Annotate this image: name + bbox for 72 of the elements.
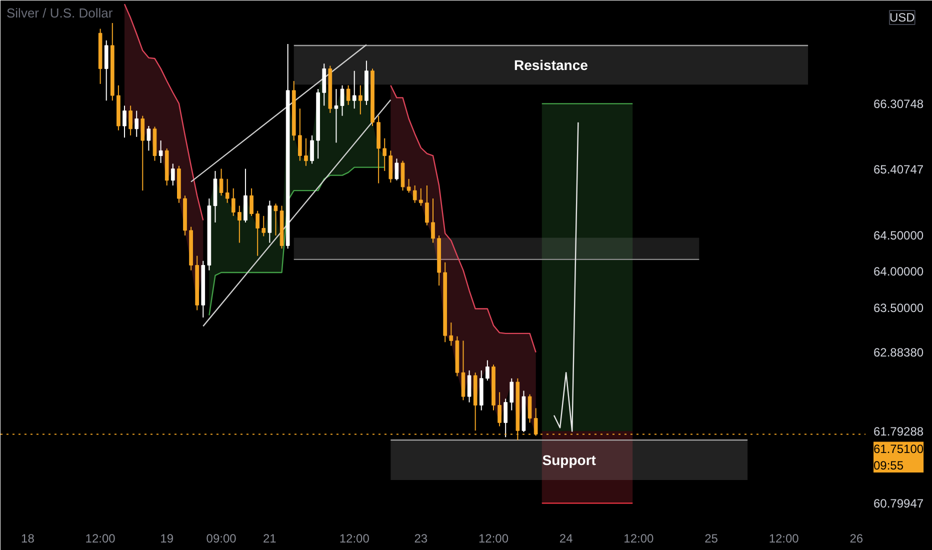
text: USD	[890, 10, 916, 24]
candlestick	[510, 378, 514, 411]
candlestick	[274, 203, 278, 236]
candlestick	[346, 84, 350, 106]
candlestick	[498, 392, 502, 427]
y-tick-label: 65.40747	[874, 162, 924, 176]
candlestick	[134, 110, 139, 138]
candlestick	[418, 188, 423, 206]
line-series	[124, 4, 204, 221]
candlestick	[225, 178, 230, 204]
candlestick	[388, 150, 393, 184]
candlestick	[256, 210, 260, 256]
candlestick	[425, 184, 429, 226]
candlestick	[231, 188, 236, 216]
y-tick-label: 64.00000	[874, 264, 924, 279]
y-tick-label: 63.50000	[874, 300, 924, 315]
x-tick-label: 24	[559, 532, 574, 546]
candlestick	[467, 370, 472, 403]
candlestick	[461, 340, 466, 401]
line-series	[553, 122, 579, 432]
candlestick	[310, 134, 314, 164]
candlestick	[400, 160, 405, 192]
candlestick	[146, 125, 151, 152]
candlestick	[122, 105, 126, 138]
line-series	[208, 166, 386, 316]
candlestick	[170, 163, 175, 186]
candlestick	[238, 205, 242, 244]
candlestick	[304, 138, 308, 166]
candlestick	[528, 394, 532, 424]
candlestick	[298, 108, 302, 162]
y-tick-label: 62.88380	[874, 346, 924, 360]
candlestick	[486, 360, 490, 382]
x-tick-label: 19	[160, 532, 174, 546]
candlestick	[431, 198, 435, 244]
x-tick-label: 12:00	[768, 532, 800, 546]
candlestick	[449, 322, 454, 346]
candlestick	[352, 70, 356, 110]
x-tick-label: 09:00	[206, 532, 237, 546]
series-label: Support	[542, 452, 596, 468]
candlestick	[358, 84, 362, 115]
candlestick	[128, 105, 132, 136]
chart-title: Silver / U.S. Dollar	[6, 6, 114, 20]
x-tick-label: 25	[704, 532, 718, 546]
x-tick-label: 12:00	[624, 532, 654, 546]
candlestick	[394, 158, 399, 181]
y-tick-label: 60.79947	[874, 496, 924, 511]
candlestick	[322, 63, 326, 106]
candlestick	[140, 115, 145, 192]
x-tick-label: 26	[850, 532, 864, 546]
candlestick	[406, 178, 411, 194]
candlestick	[219, 168, 224, 196]
x-tick-label: 12:00	[478, 532, 509, 546]
x-tick-label: 12:00	[339, 532, 370, 546]
series-label: Resistance	[514, 57, 588, 74]
x-tick-label: 12:00	[85, 532, 116, 546]
candlestick	[334, 88, 338, 144]
candlestick	[262, 215, 266, 237]
candlestick	[158, 140, 163, 164]
x-tick-label: 21	[263, 532, 277, 546]
candlestick	[250, 188, 254, 216]
line-series	[390, 84, 536, 353]
candlestick	[382, 138, 387, 172]
ref-line-label: 61.75100 09:55	[874, 442, 924, 473]
x-tick-label: 23	[414, 532, 428, 546]
y-tick-label: 64.50000	[874, 228, 924, 242]
candlestick	[104, 40, 108, 102]
candlestick	[412, 184, 417, 204]
x-tick-label: 18	[21, 532, 35, 546]
candlestick	[340, 84, 344, 116]
y-tick-label: 61.79288	[874, 424, 924, 439]
candlestick	[504, 398, 508, 438]
y-tick-label: 66.30748	[874, 97, 924, 112]
